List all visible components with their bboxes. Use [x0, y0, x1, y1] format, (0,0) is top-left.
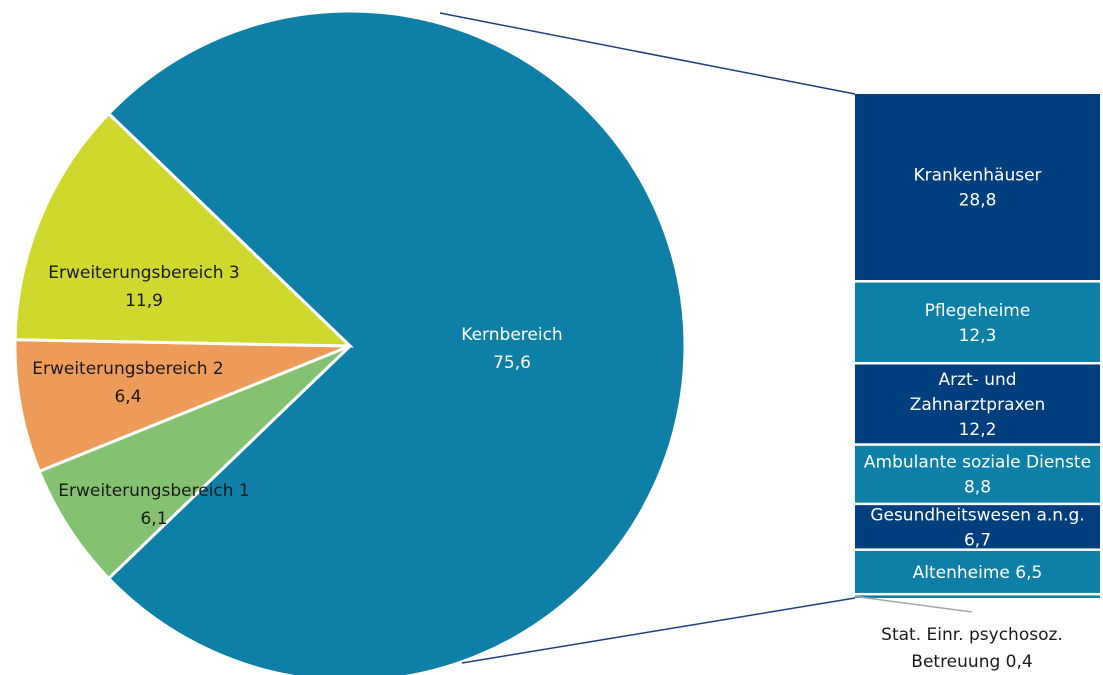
bar-label-12-3: 12,3	[959, 326, 997, 346]
bar-segment-krankenhäuser-28-8	[855, 94, 1100, 281]
bar-segment-ambulante-soziale-dienste-8-8	[855, 445, 1100, 503]
bar-label-ambulante-soziale-dienste: Ambulante soziale Dienste	[864, 453, 1091, 473]
pie-slice-kernbereich	[106, 9, 687, 675]
pie-value-erweiterungsbereich-1: 6,1	[140, 509, 167, 529]
bar-segment-gesundheitswesen-a-n-g-6-7	[855, 505, 1100, 549]
callout-label-betreuung-0-4: Betreuung 0,4	[911, 652, 1032, 672]
connector-line-top	[439, 12, 856, 95]
pie-label-erweiterungsbereich-2: Erweiterungsbereich 2	[32, 359, 224, 379]
pie-label-erweiterungsbereich-1: Erweiterungsbereich 1	[58, 481, 250, 501]
pie-slice-erweiterungsbereich-1	[37, 344, 352, 581]
bar-label-altenheime-6-5: Altenheime 6,5	[913, 563, 1043, 583]
bar-label-arzt-und: Arzt- und	[938, 370, 1016, 390]
bar-label-pflegeheime: Pflegeheime	[925, 301, 1031, 321]
pie-chart	[13, 9, 687, 675]
pie-value-erweiterungsbereich-2: 6,4	[114, 387, 141, 407]
pie-slice-erweiterungsbereich-3	[13, 111, 354, 348]
bar-label-krankenhäuser: Krankenhäuser	[913, 166, 1041, 186]
bar-label-zahnarztpraxen: Zahnarztpraxen	[910, 395, 1046, 415]
bar-label-8-8: 8,8	[964, 478, 991, 498]
pie-label-erweiterungsbereich-3: Erweiterungsbereich 3	[48, 263, 240, 283]
connector-lines	[439, 12, 856, 664]
bar-label-12-2: 12,2	[959, 420, 997, 440]
pie-value-kernbereich: 75,6	[493, 353, 531, 373]
bar-label-28-8: 28,8	[959, 191, 997, 211]
connector-line-bottom	[461, 597, 856, 664]
pie-label-kernbereich: Kernbereich	[461, 325, 562, 345]
pie-slice-erweiterungsbereich-2	[13, 338, 351, 474]
breakdown-bar	[855, 94, 1100, 598]
bar-segment-arzt-und-zahnarztpraxen-12-2	[855, 364, 1100, 444]
callout-label-stat-einr-psychosoz: Stat. Einr. psychosoz.	[881, 625, 1063, 645]
breakdown-labels: Krankenhäuser 28,8 Pflegeheime 12,3 Arzt- un…	[854, 166, 1091, 672]
bar-segment-stat-einr-psychosoz-betreuung-0-4	[855, 595, 1100, 598]
callout-line	[854, 595, 973, 613]
bar-segment-pflegeheime-12-3	[855, 282, 1100, 362]
bar-label-gesundheitswesen-a-n-g: Gesundheitswesen a.n.g.	[870, 505, 1084, 525]
bar-segment-altenheime-6-5	[855, 550, 1100, 593]
pie-labels: Kernbereich 75,6 Erweiterungsbereich 1 6,1 E…	[32, 263, 562, 529]
bar-label-6-7: 6,7	[964, 530, 991, 550]
pie-value-erweiterungsbereich-3: 11,9	[125, 291, 163, 311]
